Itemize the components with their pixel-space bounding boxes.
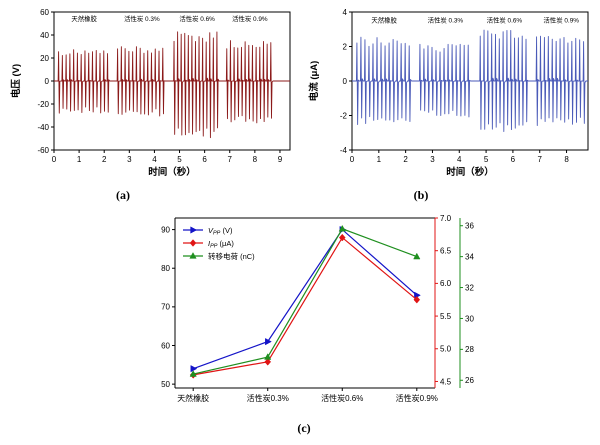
svg-text:电流 (μA): 电流 (μA) (308, 61, 320, 102)
svg-text:40: 40 (40, 31, 49, 40)
svg-text:0: 0 (343, 77, 348, 86)
svg-text:时间（秒）: 时间（秒） (148, 166, 196, 178)
svg-text:50: 50 (161, 380, 170, 389)
svg-text:6: 6 (511, 155, 516, 164)
voltage-time-chart: -60 -40 -20 0 20 40 60 0 1 2 3 4 5 6 7 8 9 时间（秒） 电压 (V) 天然橡… (10, 8, 291, 178)
svg-text:32: 32 (465, 283, 474, 292)
svg-text:1: 1 (77, 155, 82, 164)
svg-text:28: 28 (465, 345, 474, 354)
svg-text:天然橡胶: 天然橡胶 (177, 393, 209, 403)
svg-text:-20: -20 (37, 100, 49, 109)
svg-text:0: 0 (350, 155, 355, 164)
svg-text:4: 4 (457, 155, 462, 164)
svg-text:天然橡胶: 天然橡胶 (371, 15, 397, 24)
svg-text:90: 90 (161, 225, 170, 234)
svg-text:2: 2 (343, 42, 348, 51)
svg-text:活性炭 0.6%: 活性炭 0.6% (487, 15, 523, 24)
svg-text:转移电荷 (nC): 转移电荷 (nC) (208, 251, 255, 261)
svg-text:60: 60 (40, 8, 49, 17)
svg-text:7.0: 7.0 (440, 214, 452, 223)
svg-text:5: 5 (177, 155, 182, 164)
svg-text:70: 70 (161, 303, 170, 312)
svg-text:2: 2 (102, 155, 107, 164)
svg-text:活性炭 0.3%: 活性炭 0.3% (124, 14, 160, 23)
svg-text:5.5: 5.5 (440, 312, 452, 321)
svg-text:4: 4 (152, 155, 157, 164)
svg-text:34: 34 (465, 252, 474, 261)
svg-text:IPP (μA): IPP (μA) (208, 239, 234, 250)
svg-text:1: 1 (377, 155, 382, 164)
subfig-c: 50 60 70 80 90 4.5 5.0 5.5 6.0 6.5 7.0 26 28 30 32 34 36… (120, 210, 488, 436)
subfig-a: -60 -40 -20 0 20 40 60 0 1 2 3 4 5 6 7 8 9 时间（秒） 电压 (V) 天然橡… (8, 4, 300, 203)
svg-text:0: 0 (52, 155, 57, 164)
svg-text:60: 60 (161, 341, 170, 350)
svg-text:时间（秒）: 时间（秒） (446, 166, 494, 178)
svg-text:36: 36 (465, 222, 474, 231)
subfig-b: -4 -2 0 2 4 0 1 2 3 4 5 6 7 8 时间（秒） 电流 (μA) 天然橡胶 活性炭 0.3%… (306, 4, 598, 203)
svg-text:-2: -2 (340, 111, 348, 120)
svg-text:-4: -4 (340, 146, 348, 155)
svg-text:天然橡胶: 天然橡胶 (71, 14, 97, 23)
svg-text:5: 5 (484, 155, 489, 164)
svg-text:20: 20 (40, 54, 49, 63)
svg-text:6.5: 6.5 (440, 246, 452, 255)
svg-text:8: 8 (564, 155, 569, 164)
svg-text:8: 8 (253, 155, 258, 164)
svg-text:3: 3 (127, 155, 132, 164)
svg-text:活性炭0.9%: 活性炭0.9% (396, 393, 438, 403)
svg-text:0: 0 (45, 77, 50, 86)
svg-text:2: 2 (403, 155, 408, 164)
svg-text:80: 80 (161, 264, 170, 273)
svg-text:6.0: 6.0 (440, 279, 452, 288)
svg-text:7: 7 (538, 155, 543, 164)
svg-text:26: 26 (465, 376, 474, 385)
svg-text:3: 3 (430, 155, 435, 164)
svg-text:4.5: 4.5 (440, 377, 452, 386)
svg-text:活性炭 0.9%: 活性炭 0.9% (232, 14, 268, 23)
svg-text:-60: -60 (37, 146, 49, 155)
current-time-chart: -4 -2 0 2 4 0 1 2 3 4 5 6 7 8 时间（秒） 电流 (μA) 天然橡胶 活性炭 0.3%… (308, 8, 589, 178)
svg-text:30: 30 (465, 314, 474, 323)
svg-text:活性炭 0.9%: 活性炭 0.9% (543, 15, 579, 24)
svg-text:活性炭 0.6%: 活性炭 0.6% (179, 14, 215, 23)
subfig-label-a: (a) (116, 188, 130, 202)
svg-text:VPP (V): VPP (V) (208, 226, 233, 237)
svg-text:电压 (V): 电压 (V) (10, 64, 22, 98)
svg-text:4: 4 (343, 8, 348, 17)
svg-text:9: 9 (278, 155, 283, 164)
subfig-label-c: (c) (297, 421, 311, 435)
summary-line-chart: 50 60 70 80 90 4.5 5.0 5.5 6.0 6.5 7.0 26 28 30 32 34 36… (161, 214, 474, 403)
svg-text:-40: -40 (37, 123, 49, 132)
svg-text:7: 7 (228, 155, 233, 164)
svg-text:活性炭0.3%: 活性炭0.3% (247, 393, 289, 403)
subfig-label-b: (b) (413, 188, 429, 202)
svg-text:5.0: 5.0 (440, 345, 452, 354)
svg-text:6: 6 (202, 155, 207, 164)
svg-text:活性炭 0.3%: 活性炭 0.3% (428, 15, 464, 24)
svg-text:活性炭0.6%: 活性炭0.6% (321, 393, 363, 403)
